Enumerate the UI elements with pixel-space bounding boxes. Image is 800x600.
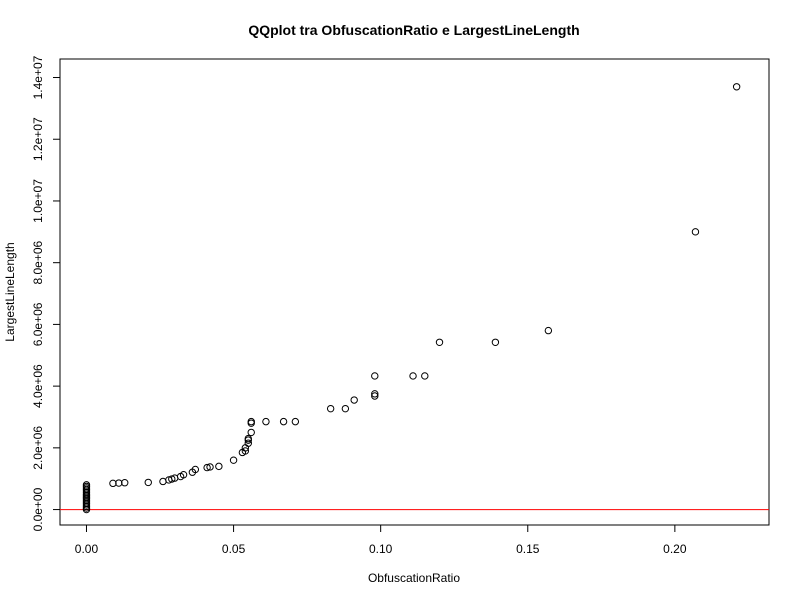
data-point bbox=[168, 475, 176, 483]
y-tick-label: 4.0e+06 bbox=[31, 364, 45, 408]
data-point bbox=[326, 404, 335, 413]
data-point bbox=[159, 477, 167, 486]
data-point bbox=[732, 83, 741, 91]
data-point bbox=[229, 456, 238, 464]
data-point bbox=[179, 470, 188, 479]
y-tick-label: 0.0e+00 bbox=[31, 487, 45, 531]
data-point bbox=[247, 417, 255, 426]
data-point bbox=[82, 481, 91, 489]
y-axis-label: LargestLineLength bbox=[3, 242, 17, 341]
x-tick-label: 0.20 bbox=[663, 542, 687, 556]
data-point bbox=[262, 417, 270, 426]
data-point bbox=[291, 417, 300, 426]
y-axis: 0.0e+00 2.0e+06 4.0e+06 6.0e+06 8.0e+06 1.0e+… bbox=[31, 55, 61, 531]
data-point bbox=[371, 392, 379, 400]
x-tick-label: 0.10 bbox=[369, 542, 393, 556]
data-point bbox=[409, 372, 417, 380]
data-point bbox=[421, 372, 429, 380]
data-point bbox=[191, 465, 200, 474]
data-point bbox=[435, 338, 444, 347]
data-point bbox=[203, 463, 211, 472]
y-tick-label: 6.0e+06 bbox=[31, 302, 45, 346]
x-tick-label: 0.15 bbox=[516, 542, 540, 556]
chart-title: QQplot tra ObfuscationRatio e LargestLin… bbox=[248, 22, 579, 38]
data-point bbox=[341, 404, 350, 413]
x-axis-label: ObfuscationRatio bbox=[368, 571, 460, 585]
data-point bbox=[244, 434, 252, 443]
y-tick-label: 1.2e+07 bbox=[31, 117, 45, 161]
y-tick-label: 8.0e+06 bbox=[31, 241, 45, 285]
data-point bbox=[279, 417, 288, 426]
y-tick-label: 2.0e+06 bbox=[31, 426, 45, 470]
data-point bbox=[215, 462, 223, 471]
data-point bbox=[121, 479, 129, 487]
data-points bbox=[82, 83, 741, 514]
data-point bbox=[691, 228, 700, 236]
data-point bbox=[371, 372, 379, 380]
plot-frame bbox=[59, 58, 770, 526]
data-point bbox=[244, 439, 252, 447]
data-point bbox=[206, 463, 214, 471]
data-point bbox=[350, 396, 358, 404]
data-point bbox=[371, 390, 379, 398]
data-point bbox=[115, 479, 123, 487]
y-tick-label: 1.0e+07 bbox=[31, 179, 45, 223]
x-tick-label: 0.00 bbox=[75, 542, 99, 556]
x-axis: 0.00 0.05 0.10 0.15 0.20 bbox=[75, 524, 687, 556]
data-point bbox=[144, 478, 152, 487]
y-tick-label: 1.4e+07 bbox=[31, 55, 45, 99]
x-tick-label: 0.05 bbox=[222, 542, 246, 556]
data-point bbox=[491, 338, 500, 347]
data-point bbox=[544, 326, 553, 335]
data-point bbox=[247, 428, 255, 437]
data-point bbox=[109, 479, 117, 488]
data-point bbox=[241, 447, 250, 455]
